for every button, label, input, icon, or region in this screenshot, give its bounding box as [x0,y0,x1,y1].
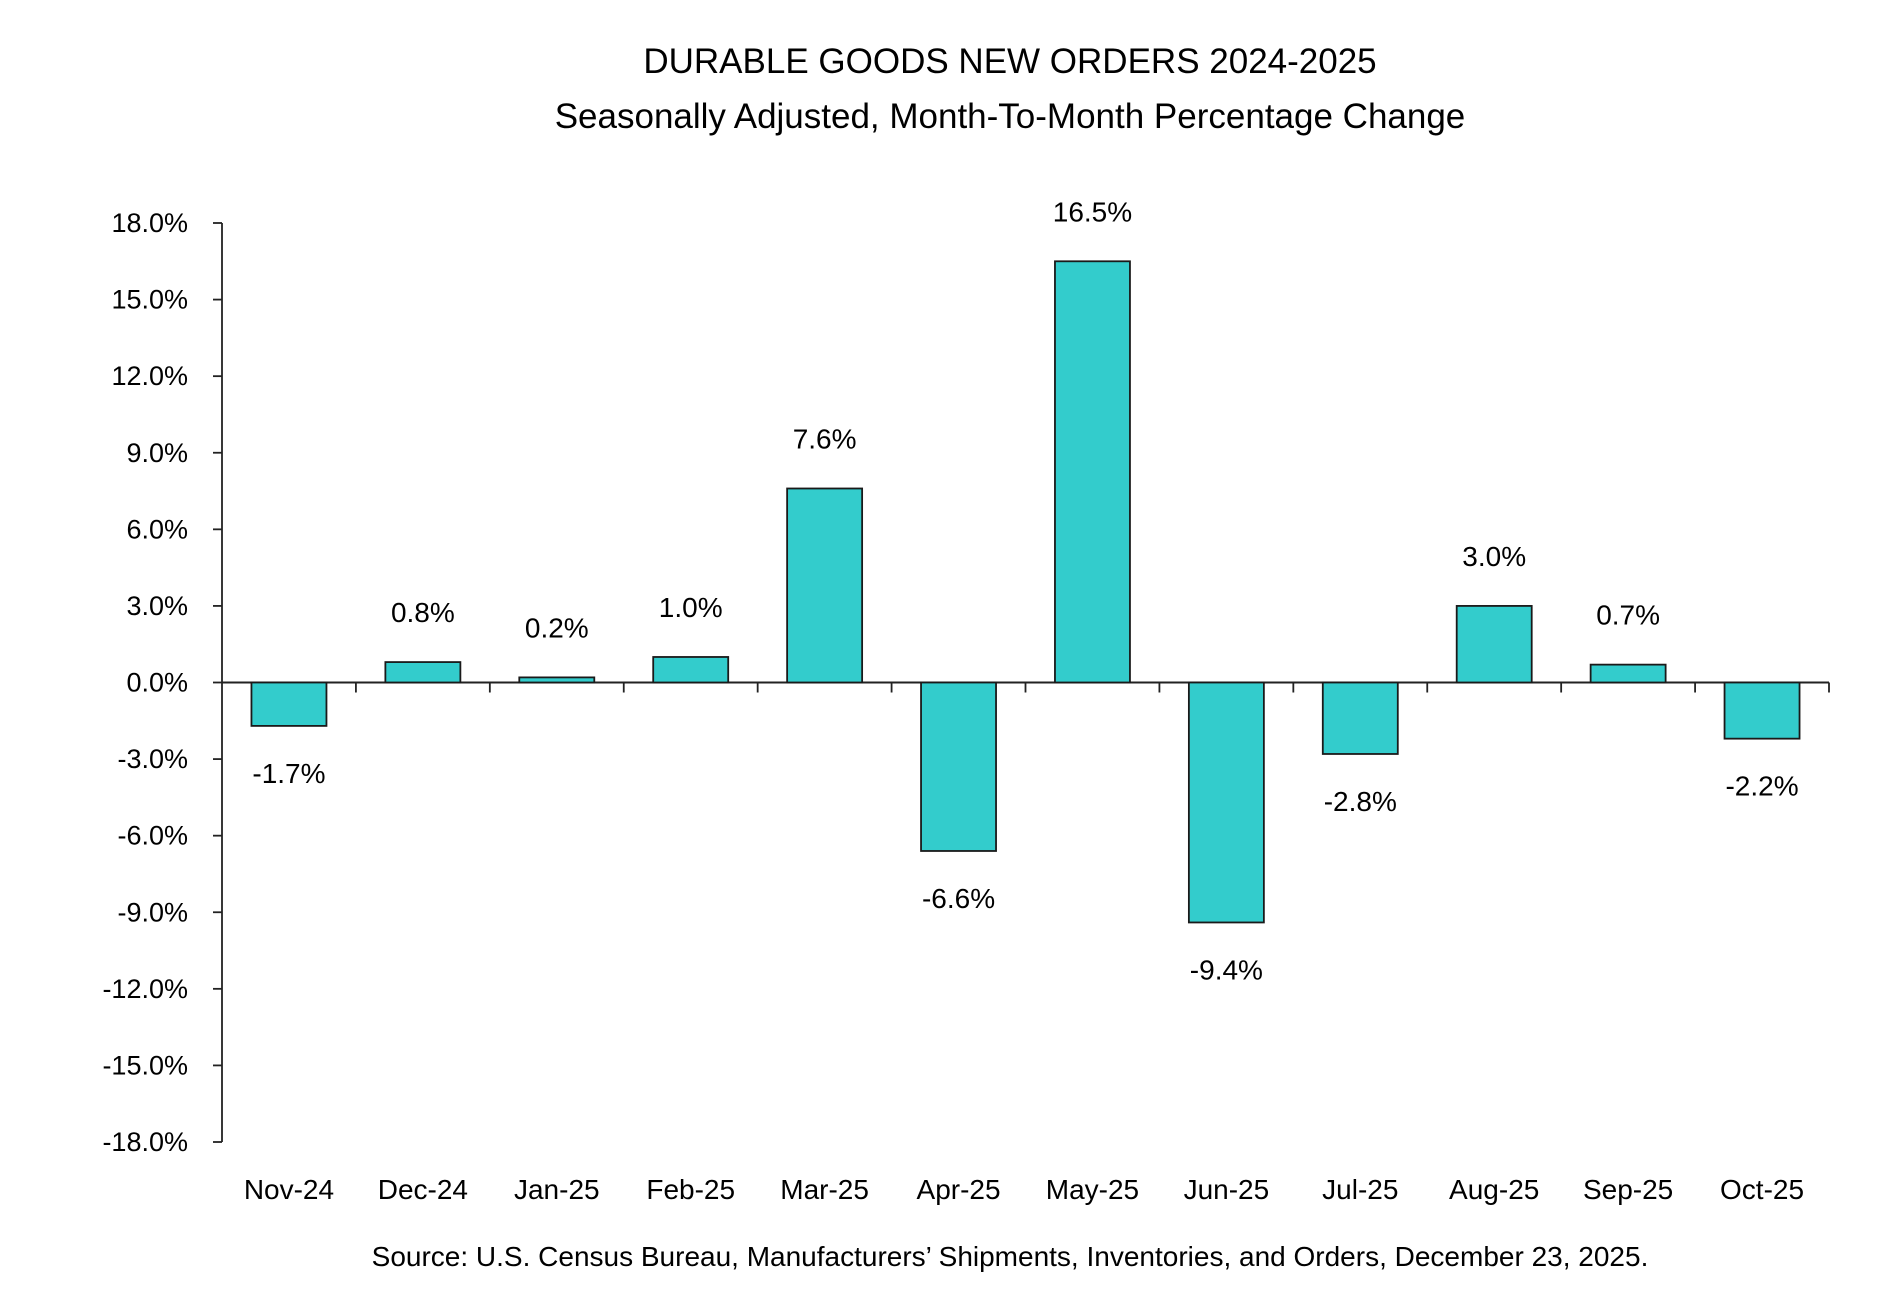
data-label: 0.7% [1596,600,1660,631]
bar-oct-25 [1723,681,1801,740]
y-tick-label: -12.0% [102,974,188,1004]
chart-subtitle: Seasonally Adjusted, Month-To-Month Perc… [555,97,1466,136]
y-tick-label: 9.0% [126,438,188,468]
y-tick-label: 0.0% [126,668,188,698]
x-tick-label: Apr-25 [917,1174,1001,1205]
data-label: -1.7% [252,758,325,789]
y-tick-label: -9.0% [117,897,188,927]
bar-jun-25 [1187,681,1265,924]
x-tick-label: Sep-25 [1583,1174,1673,1205]
bar-may-25 [1054,260,1131,684]
x-tick-label: Jul-25 [1322,1174,1398,1205]
x-tick-label: Feb-25 [646,1174,735,1205]
y-tick-label: 6.0% [126,514,188,544]
x-tick-label: Aug-25 [1449,1174,1539,1205]
y-tick-label: -3.0% [117,744,188,774]
bar-aug-25 [1455,605,1533,684]
x-tick-label: Jun-25 [1184,1174,1270,1205]
data-label: -2.8% [1324,786,1397,817]
bar-nov-24 [250,681,328,727]
x-tick-label: Dec-24 [378,1174,468,1205]
data-label: -6.6% [922,883,995,914]
y-tick-label: -18.0% [102,1127,188,1157]
data-label: 0.8% [391,597,455,628]
bar-apr-25 [920,681,997,852]
data-label: 3.0% [1462,541,1526,572]
axes: Nov-24 Dec-24 Jan-25 Feb-25 Mar-25 Apr-25 May-… [102,208,1830,1205]
chart-title: DURABLE GOODS NEW ORDERS 2024-2025 [643,42,1376,81]
x-tick-label: Oct-25 [1720,1174,1804,1205]
bar-mar-25 [786,487,864,684]
bar-jan-25 [518,676,596,684]
y-tick-label: -6.0% [117,821,188,851]
bar-feb-25 [652,656,730,684]
data-label: 1.0% [659,592,723,623]
bars: -1.7% 0.8% 0.2% 1.0% 7.6% -6.6% 16.5% -9.4% -2.8… [250,196,1801,985]
x-tick-label: Jan-25 [514,1174,600,1205]
y-tick-label: 12.0% [111,361,188,391]
y-tick-label: 3.0% [126,591,188,621]
bar-dec-24 [384,661,462,684]
bar-sep-25 [1589,663,1667,684]
y-tick-label: -15.0% [102,1050,188,1080]
x-tick-label: Mar-25 [780,1174,869,1205]
x-tick-label: Nov-24 [244,1174,334,1205]
x-tick-label: May-25 [1046,1174,1139,1205]
y-tick-label: 18.0% [111,208,188,238]
data-label: -9.4% [1190,954,1263,985]
data-label: 7.6% [793,423,857,454]
data-label: 0.2% [525,612,589,643]
source-note: Source: U.S. Census Bureau, Manufacturer… [372,1241,1649,1272]
data-label: 16.5% [1053,196,1132,227]
bar-jul-25 [1321,681,1399,755]
data-label: -2.2% [1725,771,1798,802]
y-tick-label: 15.0% [111,285,188,315]
